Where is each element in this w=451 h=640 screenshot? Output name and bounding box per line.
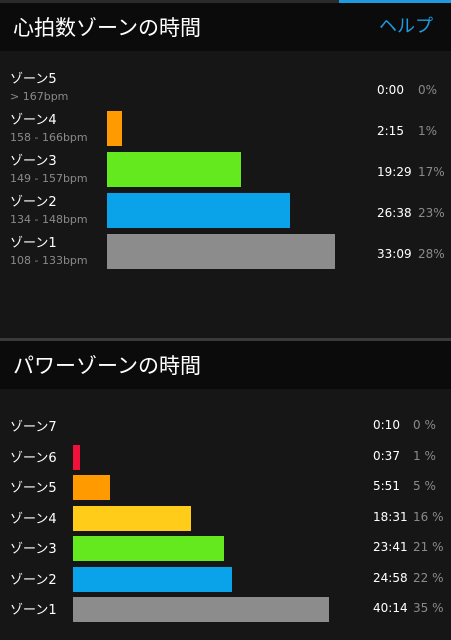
power-zone-2-row: ゾーン2 24:58 22 % [0, 564, 451, 594]
power-zone-5-time: 5:51 [373, 479, 400, 493]
heart-rate-zone-2-bar [107, 193, 290, 228]
power-zone-2-bar [73, 566, 232, 592]
heart-rate-zone-2-range: 134 - 148bpm [10, 213, 88, 226]
power-header: パワーゾーンの時間 [0, 341, 451, 389]
power-zone-1-name: ゾーン1 [10, 603, 57, 618]
power-zone-6-row: ゾーン6 0:37 1 % [0, 442, 451, 472]
power-zone-6-percent: 1 % [413, 448, 436, 463]
heart-rate-zone-2-time: 26:38 [377, 206, 412, 220]
power-zone-1-percent: 35 % [413, 601, 444, 615]
heart-rate-zone-1-row: ゾーン1 108 - 133bpm 33:09 28% [0, 232, 451, 273]
top-progress-bar [0, 0, 451, 3]
heart-rate-zone-1-time: 33:09 [377, 247, 412, 261]
power-zone-4-bar [73, 505, 191, 531]
power-zone-6-name: ゾーン6 [10, 450, 57, 466]
power-zone-2-percent: 22 % [413, 570, 444, 585]
heart-rate-zone-4-time: 2:15 [377, 124, 404, 138]
heart-rate-zone-5-percent: 0% [418, 83, 438, 97]
heart-rate-zone-panel: 心拍数ゾーンの時間 ヘルプ ゾーン5 > 167bpm 0:00 0% ゾーン4 158 … [0, 3, 451, 339]
power-zone-2-name: ゾーン2 [10, 572, 57, 588]
heart-rate-zone-4-row: ゾーン4 158 - 166bpm 2:15 1% [0, 109, 451, 150]
power-zone-7-percent: 0 % [413, 418, 436, 432]
top-progress-accent [339, 0, 451, 3]
heart-rate-zone-1-bar [107, 234, 335, 269]
heart-rate-zone-4-name: ゾーン4 [10, 113, 57, 128]
power-title: パワーゾーンの時間 [13, 354, 201, 378]
heart-rate-zone-2-percent: 23% [418, 206, 445, 220]
heart-rate-zone-1-percent: 28% [418, 247, 445, 261]
heart-rate-zone-2-row: ゾーン2 134 - 148bpm 26:38 23% [0, 191, 451, 232]
heart-rate-zone-3-time: 19:29 [377, 165, 412, 179]
heart-rate-zone-1-range: 108 - 133bpm [10, 254, 88, 267]
heart-rate-zone-3-range: 149 - 157bpm [10, 172, 88, 185]
power-zone-4-time: 18:31 [373, 509, 408, 524]
power-zone-4-name: ゾーン4 [10, 511, 57, 527]
heart-rate-zone-4-bar [107, 111, 122, 146]
power-zone-3-bar [73, 536, 224, 561]
power-zone-6-bar [73, 444, 80, 470]
power-zone-5-name: ゾーン5 [10, 481, 57, 496]
power-zone-1-time: 40:14 [373, 601, 408, 615]
power-zone-4-percent: 16 % [413, 509, 444, 524]
heart-rate-zone-2-name: ゾーン2 [10, 195, 57, 210]
power-zone-7-name: ゾーン7 [10, 420, 57, 435]
heart-rate-zone-5-range: > 167bpm [10, 90, 69, 103]
power-zone-2-time: 24:58 [373, 570, 408, 585]
section-divider [0, 338, 451, 341]
heart-rate-zone-5-row: ゾーン5 > 167bpm 0:00 0% [0, 68, 451, 109]
power-zone-5-bar [73, 475, 110, 500]
power-zone-3-row: ゾーン3 23:41 21 % [0, 533, 451, 563]
heart-rate-zone-3-row: ゾーン3 149 - 157bpm 19:29 17% [0, 150, 451, 191]
heart-rate-zone-4-range: 158 - 166bpm [10, 131, 88, 144]
heart-rate-zone-3-bar [107, 152, 241, 187]
help-link[interactable]: ヘルプ [379, 16, 433, 37]
power-zone-1-bar [73, 597, 329, 622]
heart-rate-zone-5-name: ゾーン5 [10, 72, 57, 87]
power-zone-7-time: 0:10 [373, 418, 400, 432]
power-zone-panel: パワーゾーンの時間 ゾーン7 0:10 0 % ゾーン6 0:37 1 % ゾーン5 5:51… [0, 341, 451, 640]
heart-rate-zone-4-percent: 1% [418, 124, 438, 138]
heart-rate-title: 心拍数ゾーンの時間 [13, 16, 201, 40]
heart-rate-zone-3-percent: 17% [418, 165, 445, 179]
power-zone-7-row: ゾーン7 0:10 0 % [0, 411, 451, 441]
heart-rate-header: 心拍数ゾーンの時間 ヘルプ [0, 3, 451, 51]
power-zone-5-percent: 5 % [413, 479, 436, 493]
power-zone-4-row: ゾーン4 18:31 16 % [0, 503, 451, 533]
heart-rate-zone-1-name: ゾーン1 [10, 236, 57, 251]
power-zone-3-time: 23:41 [373, 540, 408, 554]
heart-rate-zone-3-name: ゾーン3 [10, 154, 57, 169]
power-zone-6-time: 0:37 [373, 448, 400, 463]
power-zone-5-row: ゾーン5 5:51 5 % [0, 472, 451, 502]
heart-rate-zone-5-time: 0:00 [377, 83, 404, 97]
power-zone-1-row: ゾーン1 40:14 35 % [0, 594, 451, 624]
power-zone-3-percent: 21 % [413, 540, 444, 554]
power-zone-3-name: ゾーン3 [10, 542, 57, 557]
